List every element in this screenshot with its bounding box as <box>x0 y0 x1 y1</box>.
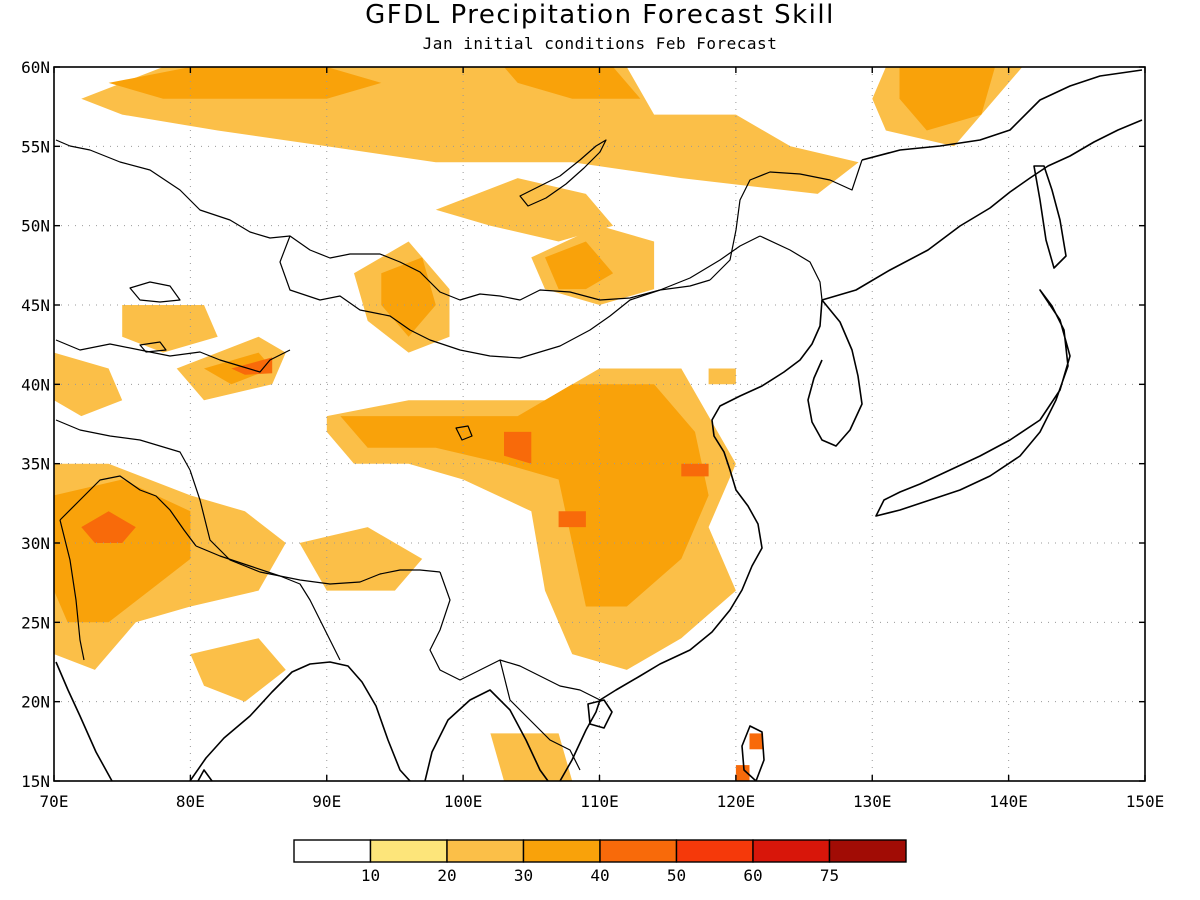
skill-region-9 <box>381 257 436 337</box>
border-mongolia-south <box>279 235 761 359</box>
lake-issyk <box>139 341 167 353</box>
skill-region-24 <box>190 638 286 702</box>
skill-region-2 <box>504 67 641 99</box>
x-tick-label: 150E <box>1126 792 1165 811</box>
y-tick-label: 40N <box>21 375 50 394</box>
skill-region-27 <box>735 765 750 781</box>
colorbar-label: 20 <box>437 866 456 885</box>
colorbar-swatch-5 <box>675 839 754 863</box>
y-tick-label: 15N <box>21 772 50 791</box>
skill-region-7 <box>545 241 614 290</box>
map-subtitle: Jan initial conditions Feb Forecast <box>422 34 778 53</box>
skill-region-16 <box>340 384 709 607</box>
skill-shading <box>54 67 1023 781</box>
x-tick-label: 70E <box>40 792 69 811</box>
border-central-asia <box>55 339 291 373</box>
colorbar-label: 40 <box>590 866 609 885</box>
x-tick-label: 120E <box>717 792 756 811</box>
border-afghanistan <box>55 419 191 471</box>
coastline-indochina <box>559 299 823 781</box>
colorbar-swatch-1 <box>369 839 448 863</box>
coastline-sakhalin <box>1033 165 1067 269</box>
longitude-axis: 70E 80E 90E 100E 110E 120E 130E 140E 150E <box>40 67 1165 811</box>
skill-region-21 <box>54 479 191 623</box>
lake-balkhash <box>129 281 181 303</box>
coastline-hainan <box>587 699 613 729</box>
y-tick-label: 55N <box>21 137 50 156</box>
coastline-sri-lanka <box>197 769 213 781</box>
coastline-okhotsk <box>861 69 1143 161</box>
y-tick-label: 20N <box>21 693 50 712</box>
coastline-taiwan <box>741 725 765 781</box>
colorbar-label: 10 <box>361 866 380 885</box>
x-tick-label: 130E <box>853 792 892 811</box>
x-tick-label: 90E <box>312 792 341 811</box>
colorbar-swatch-7 <box>828 839 907 863</box>
colorbar-label: 50 <box>667 866 686 885</box>
border-china-northeast <box>709 159 863 281</box>
map-title: GFDL Precipitation Forecast Skill <box>365 0 835 30</box>
skill-region-17 <box>681 463 709 477</box>
skill-region-14 <box>54 352 123 417</box>
colorbar-swatch-0 <box>293 839 372 863</box>
border-india-south <box>59 519 85 661</box>
x-tick-label: 110E <box>580 792 619 811</box>
border-nepal-india <box>195 545 341 661</box>
border-china-korea <box>759 235 823 301</box>
colorbar-label: 60 <box>743 866 762 885</box>
colorbar-swatch-2 <box>446 839 525 863</box>
border-laos-vietnam <box>499 659 581 771</box>
lake-qinghai <box>455 425 473 441</box>
colorbar-label: 30 <box>514 866 533 885</box>
colorbar-swatch-6 <box>752 839 831 863</box>
x-tick-label: 140E <box>989 792 1028 811</box>
skill-region-1 <box>108 67 382 99</box>
border-himalaya <box>189 469 441 585</box>
border-caspian <box>55 139 711 301</box>
coastline-korea <box>807 299 863 447</box>
colorbar-swatch-3 <box>522 839 601 863</box>
y-tick-label: 25N <box>21 613 50 632</box>
latitude-axis: 15N 20N 25N 30N 35N 40N 45N 50N 55N 60N <box>21 58 1145 791</box>
colorbar-label: 75 <box>820 866 839 885</box>
skill-region-4 <box>899 67 995 131</box>
x-tick-label: 80E <box>176 792 205 811</box>
colorbar: 10 20 30 40 50 60 75 <box>293 839 907 885</box>
coastline-bay-of-bengal <box>189 661 411 781</box>
lake-baikal <box>519 139 607 207</box>
skill-region-10 <box>122 305 218 353</box>
y-tick-label: 30N <box>21 534 50 553</box>
skill-region-25 <box>490 733 573 781</box>
border-burma <box>429 571 601 701</box>
coastline-south-asia <box>55 661 113 781</box>
skill-region-18 <box>504 431 532 464</box>
y-tick-label: 35N <box>21 455 50 474</box>
y-tick-label: 50N <box>21 217 50 236</box>
y-tick-label: 45N <box>21 296 50 315</box>
colorbar-swatch-4 <box>599 839 678 863</box>
y-tick-label: 60N <box>21 58 50 77</box>
skill-region-26 <box>749 733 764 750</box>
coastline-japan <box>875 289 1071 517</box>
skill-region-28 <box>708 368 736 385</box>
skill-region-22 <box>81 511 136 543</box>
skill-region-0 <box>81 67 859 194</box>
skill-region-23 <box>299 527 423 591</box>
coastline-russia-east <box>821 119 1143 301</box>
border-pakistan-india <box>59 475 197 547</box>
x-tick-label: 100E <box>444 792 483 811</box>
coastlines <box>55 69 1143 781</box>
skill-region-5 <box>435 178 614 242</box>
skill-region-19 <box>558 511 586 528</box>
coastline-malay <box>424 689 549 781</box>
